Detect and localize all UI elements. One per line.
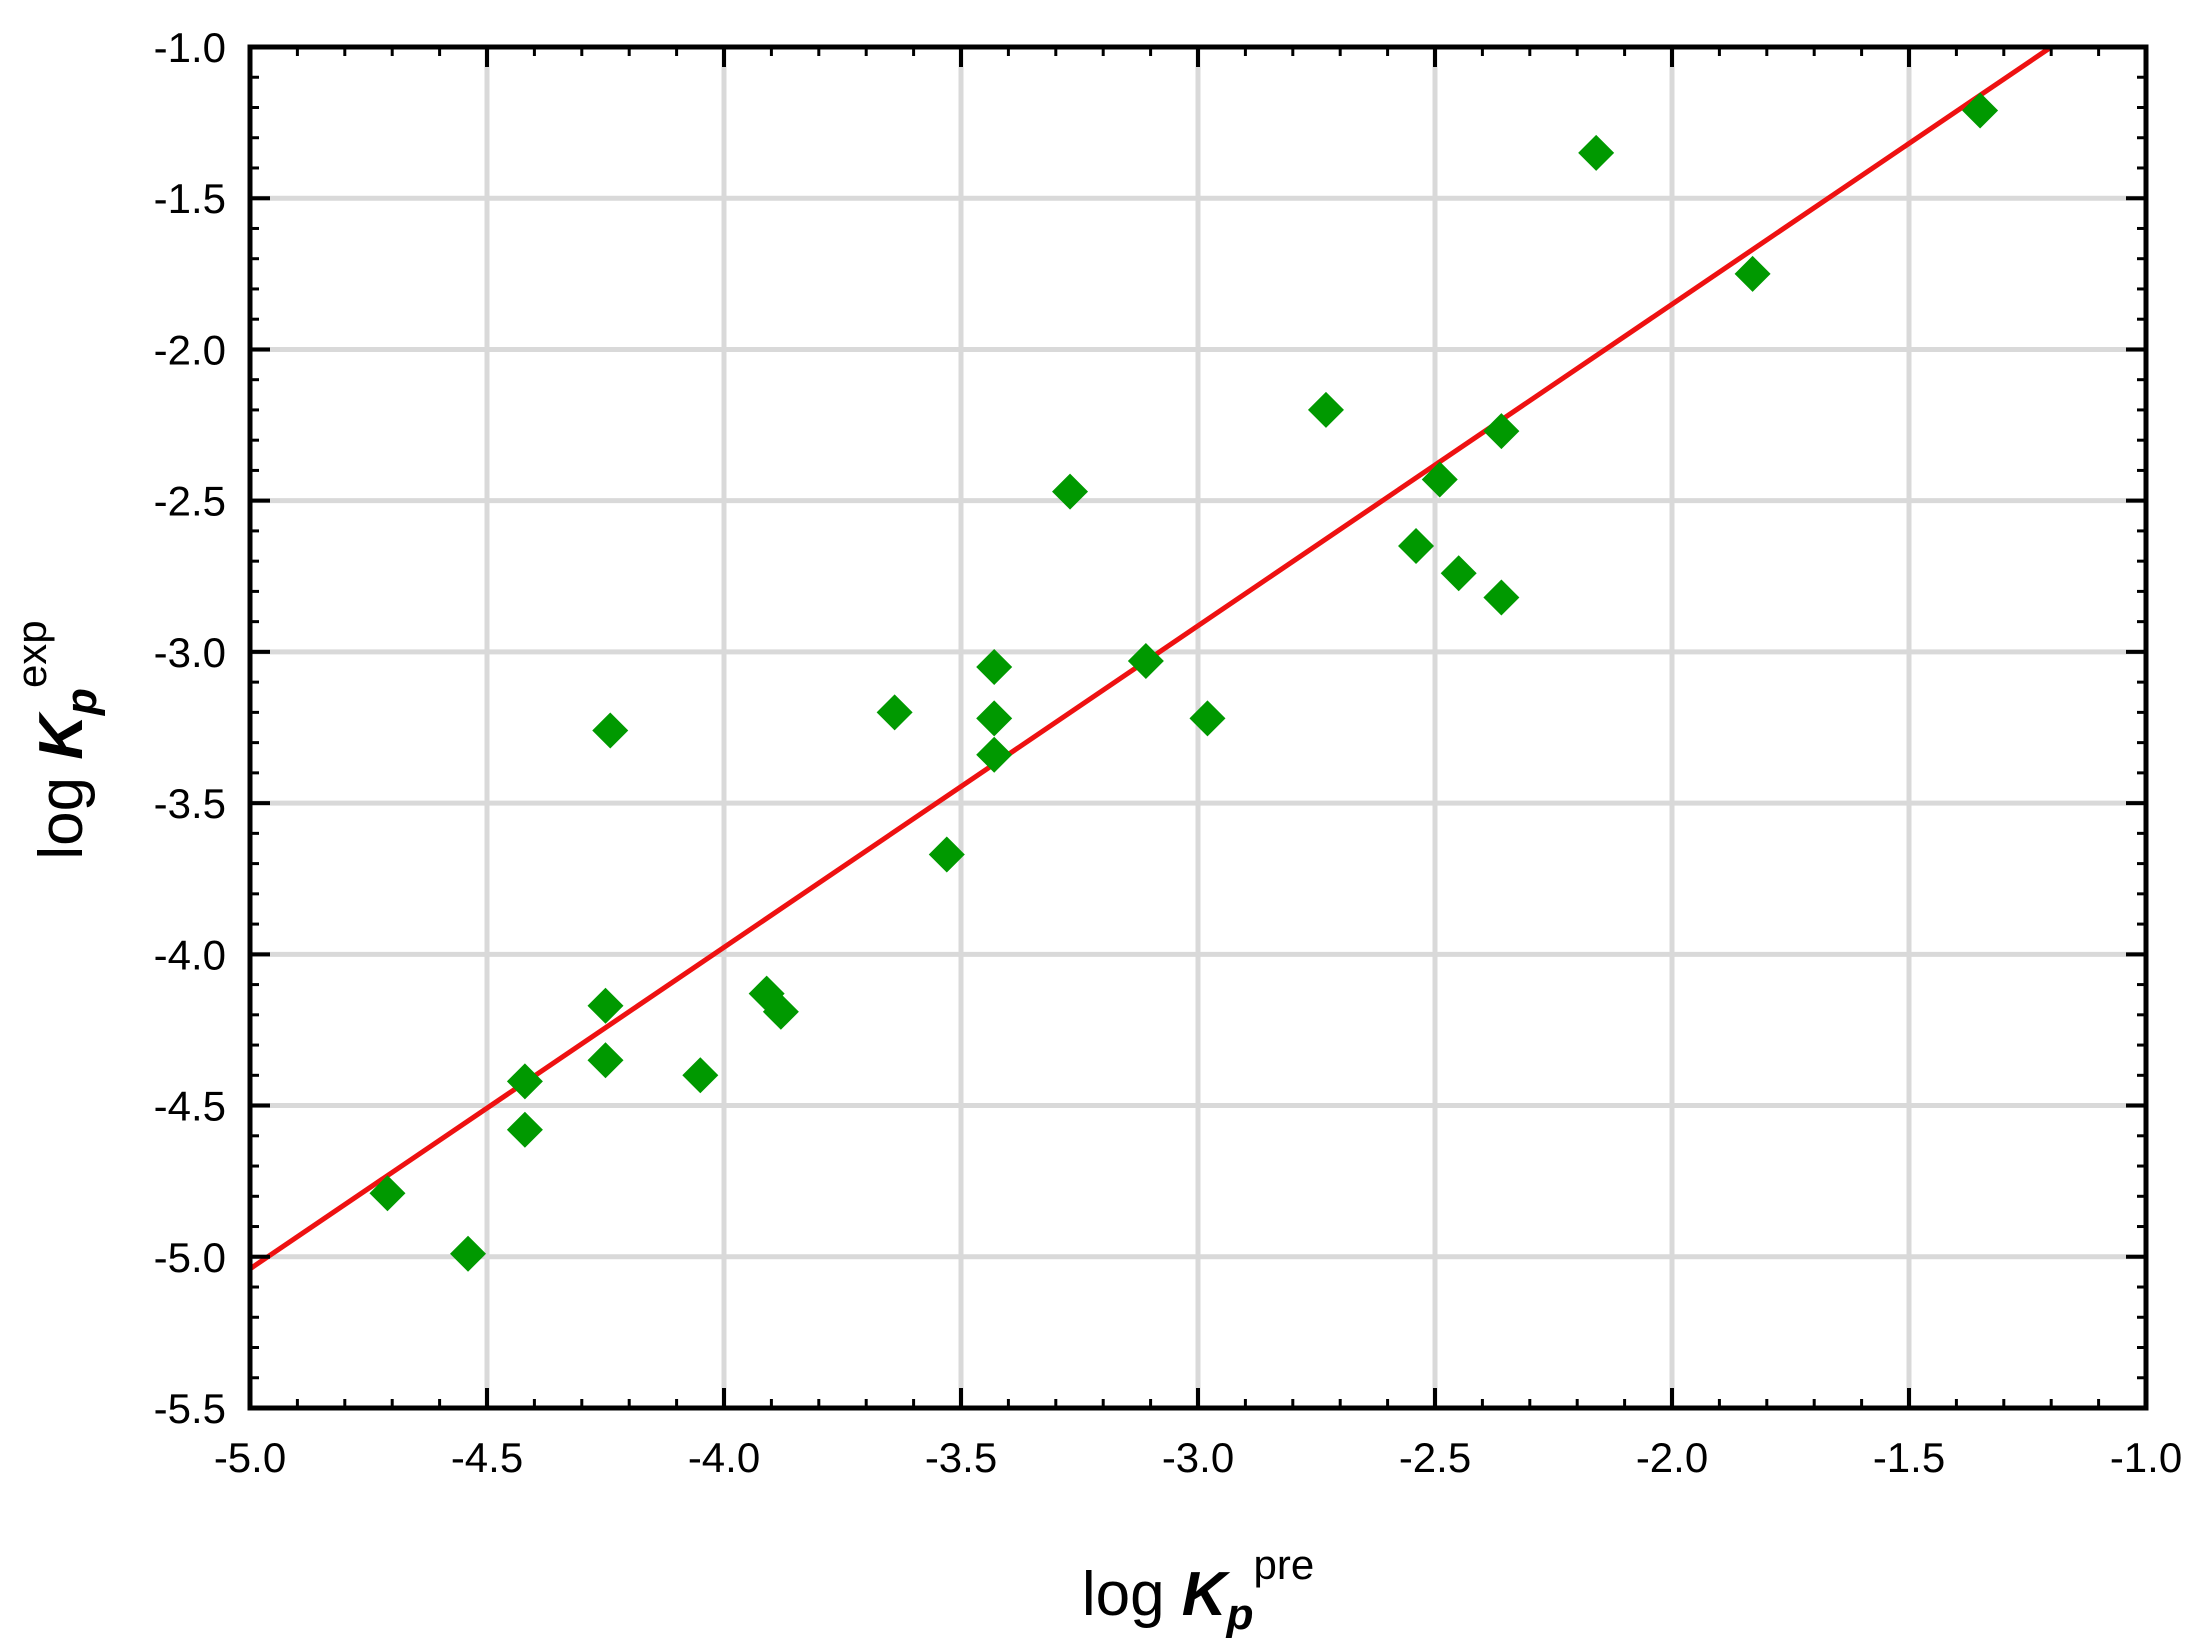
data-point xyxy=(592,712,629,749)
y-axis-title: log Kpexp xyxy=(8,620,106,859)
data-point xyxy=(1421,461,1458,498)
x-tick-label: -3.0 xyxy=(1162,1434,1234,1481)
data-point xyxy=(506,1111,543,1148)
x-tick-label: -1.0 xyxy=(2110,1434,2182,1481)
data-point xyxy=(1962,92,1999,129)
x-tick-labels: -5.0 -4.5 -4.0 -3.5 -3.0 -2.5 -2.0 -1.5 -1.0 xyxy=(214,1434,2182,1481)
data-point xyxy=(1127,642,1164,679)
y-tick-labels: -1.0 -1.5 -2.0 -2.5 -3.0 -3.5 -4.0 -4.5 -5.0 -5.5 xyxy=(154,24,226,1432)
data-point xyxy=(928,836,965,873)
y-tick-label: -3.0 xyxy=(154,629,226,676)
x-tick-label: -2.5 xyxy=(1399,1434,1471,1481)
data-point xyxy=(587,1042,624,1079)
tick-marks xyxy=(248,45,2148,1410)
data-point xyxy=(976,736,1013,773)
x-axis-title: log Kppre xyxy=(1082,1541,1314,1639)
y-tick-label: -4.5 xyxy=(154,1083,226,1130)
data-point xyxy=(1734,255,1771,292)
data-point xyxy=(876,694,913,731)
data-point xyxy=(976,700,1013,737)
y-tick-label: -5.5 xyxy=(154,1385,226,1432)
y-axis-title-symbol: K xyxy=(27,711,96,760)
x-axis-title-prefix: log xyxy=(1082,1560,1182,1629)
x-tick-label: -2.0 xyxy=(1636,1434,1708,1481)
x-tick-label: -5.0 xyxy=(214,1434,286,1481)
data-point xyxy=(682,1057,719,1094)
x-tick-label: -4.0 xyxy=(688,1434,760,1481)
data-point xyxy=(1398,528,1435,565)
y-tick-label: -3.5 xyxy=(154,780,226,827)
data-point xyxy=(1483,413,1520,450)
y-axis-title-subscript: p xyxy=(57,688,106,716)
y-axis-title-prefix: log xyxy=(27,760,96,860)
data-points xyxy=(369,92,1999,1272)
y-tick-label: -5.0 xyxy=(154,1234,226,1281)
x-tick-label: -4.5 xyxy=(451,1434,523,1481)
y-tick-label: -1.0 xyxy=(154,24,226,71)
data-point xyxy=(450,1235,487,1272)
data-point xyxy=(762,993,799,1030)
data-point xyxy=(587,987,624,1024)
data-point xyxy=(1440,555,1477,592)
x-tick-label: -3.5 xyxy=(925,1434,997,1481)
data-point xyxy=(1052,473,1089,510)
y-tick-label: -2.5 xyxy=(154,478,226,525)
x-tick-label: -1.5 xyxy=(1873,1434,1945,1481)
y-axis-title-superscript: exp xyxy=(8,620,55,688)
data-point xyxy=(1307,391,1344,428)
y-tick-label: -1.5 xyxy=(154,175,226,222)
data-point xyxy=(369,1175,406,1212)
data-point xyxy=(976,649,1013,686)
x-axis-title-superscript: pre xyxy=(1253,1541,1314,1588)
data-point xyxy=(1483,579,1520,616)
data-point xyxy=(506,1063,543,1100)
y-tick-label: -4.0 xyxy=(154,931,226,978)
x-axis-title-subscript: p xyxy=(1226,1590,1254,1639)
data-point xyxy=(1578,134,1615,171)
y-tick-label: -2.0 xyxy=(154,326,226,373)
data-point xyxy=(1189,700,1226,737)
x-axis-title-symbol: K xyxy=(1182,1560,1231,1629)
